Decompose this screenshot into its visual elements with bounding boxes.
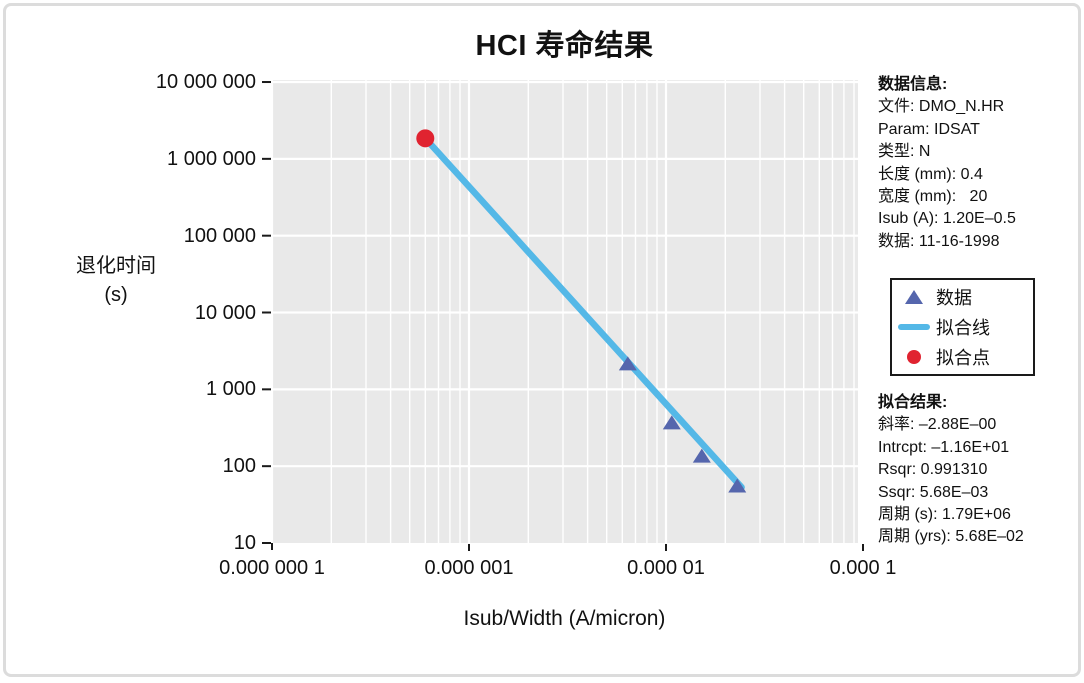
fit-result-line: Rsqr: 0.991310: [878, 461, 988, 479]
data-info-panel: 数据信息: 文件: DMO_N.HR Param: IDSAT 类型: N 长度 (m…: [878, 74, 1078, 253]
x-axis-label: Isub/Width (A/micron): [463, 607, 666, 630]
y-tick-label: 100: [222, 455, 256, 478]
fit-results-panel: 拟合结果: 斜率: –2.88E–00 Intrcpt: –1.16E+01 Rsq…: [878, 392, 1078, 549]
data-point-triangle: [618, 356, 637, 371]
data-point-triangle: [692, 448, 711, 463]
x-tick-label: 0.000 000 1: [219, 557, 325, 579]
legend-label: 拟合线: [936, 318, 990, 338]
y-tick-label: 10: [233, 532, 256, 554]
y-axis-label: 退化时间 (s): [46, 252, 186, 310]
data-info-line: Param: IDSAT: [878, 120, 980, 138]
data-info-title: 数据信息:: [878, 76, 948, 93]
legend: 数据 拟合线 拟合点: [890, 278, 1035, 376]
data-info-lines: 文件: DMO_N.HR Param: IDSAT 类型: N 长度 (mm): 0.…: [878, 96, 1078, 253]
y-axis-label-line1: 退化时间: [76, 255, 156, 277]
y-tick-label: 1 000: [205, 378, 256, 401]
data-info-line: 数据: 11-16-1998: [878, 232, 1000, 250]
data-info-line: Isub (A): 1.20E–0.5: [878, 210, 1016, 228]
fit-results-title: 拟合结果:: [878, 394, 948, 411]
legend-row: 拟合点: [892, 342, 1033, 372]
fit-result-line: Intrcpt: –1.16E+01: [878, 438, 1010, 456]
y-tick-label: 10 000: [194, 301, 256, 324]
legend-label: 拟合点: [936, 348, 990, 368]
fit-result-line: 斜率: –2.88E–00: [878, 416, 997, 434]
y-axis-label-line2: (s): [104, 284, 128, 306]
legend-row: 数据: [892, 282, 1033, 312]
data-info-line: 长度 (mm): 0.4: [878, 165, 983, 183]
chart-title: HCI 寿命结果: [475, 30, 654, 62]
data-info-line: 文件: DMO_N.HR: [878, 98, 1005, 116]
legend-triangle-icon: [892, 288, 936, 306]
x-tick-label: 0.000 01: [627, 557, 705, 579]
plot-area: [262, 80, 864, 551]
x-tick-label: 0.000 001: [424, 557, 514, 579]
fit-result-line: Ssqr: 5.68E–03: [878, 483, 989, 501]
fit-point-dot: [416, 129, 435, 148]
fit-line: [422, 135, 745, 491]
data-info-line: 宽度 (mm): 20: [878, 188, 988, 206]
fit-result-line: 周期 (yrs): 5.68E–02: [878, 528, 1024, 546]
legend-line-icon: [892, 323, 936, 331]
data-point-triangle: [728, 478, 747, 493]
fit-results-lines: 斜率: –2.88E–00 Intrcpt: –1.16E+01 Rsqr: 0.9…: [878, 414, 1078, 548]
legend-circle-icon: [892, 349, 936, 365]
x-tick-label: 0.000 1: [829, 557, 897, 579]
y-tick-label: 100 000: [183, 224, 256, 247]
y-tick-label: 10 000 000: [155, 71, 256, 94]
fit-result-line: 周期 (s): 1.79E+06: [878, 506, 1011, 524]
data-point-triangle: [662, 415, 681, 430]
legend-label: 数据: [936, 288, 972, 308]
legend-row: 拟合线: [892, 312, 1033, 342]
y-tick-label: 1 000 000: [167, 147, 256, 170]
data-info-line: 类型: N: [878, 143, 931, 161]
